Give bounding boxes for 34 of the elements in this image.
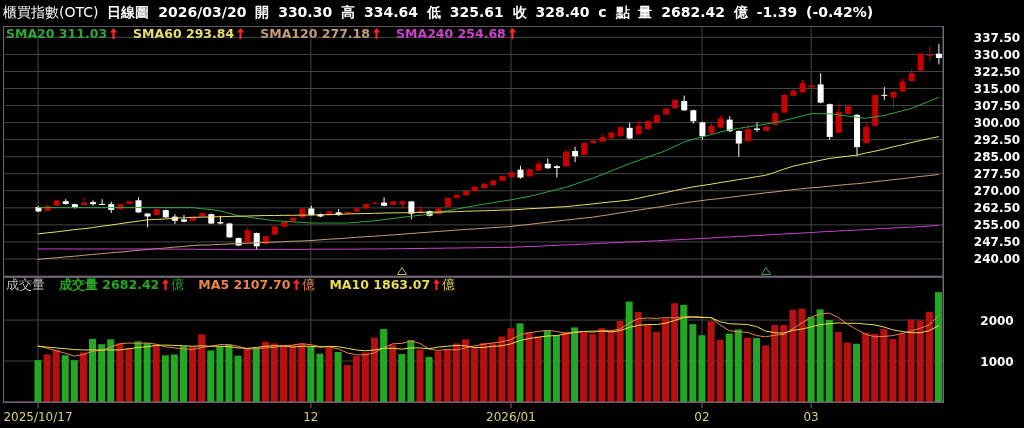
y-tick-label: 285.00 [973, 150, 1021, 165]
text: SMA60 293.84 [133, 26, 235, 41]
y-tick-label: 240.00 [973, 252, 1021, 267]
text: MA5 2107.70 [198, 277, 291, 292]
y-tick-label: 262.50 [973, 201, 1021, 216]
y-tick-label: 255.00 [973, 218, 1021, 233]
chart-title: 成交量 [6, 277, 45, 292]
text: MA10 1863.07 [329, 277, 431, 292]
y-tick-label: 277.50 [973, 167, 1021, 182]
text: 億 [302, 277, 316, 292]
x-tick-label: 2026/01 [486, 410, 536, 424]
x-tick-label: 02 [694, 410, 710, 424]
chart-subtitle: 日線圖 2026/03/20 開 330.30 高 334.64 低 325.61 收 328.40 c 點 量 2682.42 億 -1.39 (-0.42%) [107, 4, 874, 20]
y-tick-label: 1000 [980, 354, 1014, 369]
text: SMA240 254.68 [396, 26, 506, 41]
text: 億 [442, 277, 456, 292]
y-tick-label: 247.50 [973, 235, 1021, 250]
y-tick-label: 307.50 [973, 99, 1021, 114]
text: 成交量 2682.42 [59, 277, 160, 292]
text: SMA20 311.03 [6, 26, 108, 41]
y-tick-label: 315.00 [973, 82, 1021, 96]
y-tick-label: 322.50 [973, 64, 1021, 79]
y-tick-label: 270.00 [973, 184, 1021, 199]
text: SMA120 277.18 [260, 26, 371, 41]
y-tick-label: 292.50 [973, 133, 1021, 148]
x-tick-label: 12 [303, 410, 319, 424]
x-tick-label: 2025/10/17 [3, 410, 73, 424]
y-tick-label: 2000 [980, 313, 1014, 328]
y-axis-title: 億 [171, 277, 185, 292]
x-tick-label: 03 [803, 410, 819, 424]
y-tick-label: 300.00 [973, 116, 1021, 131]
y-tick-label: 330.00 [973, 47, 1021, 62]
y-tick-label: 337.50 [973, 30, 1021, 45]
chart-title: 櫃買指數(OTC) [3, 4, 99, 20]
